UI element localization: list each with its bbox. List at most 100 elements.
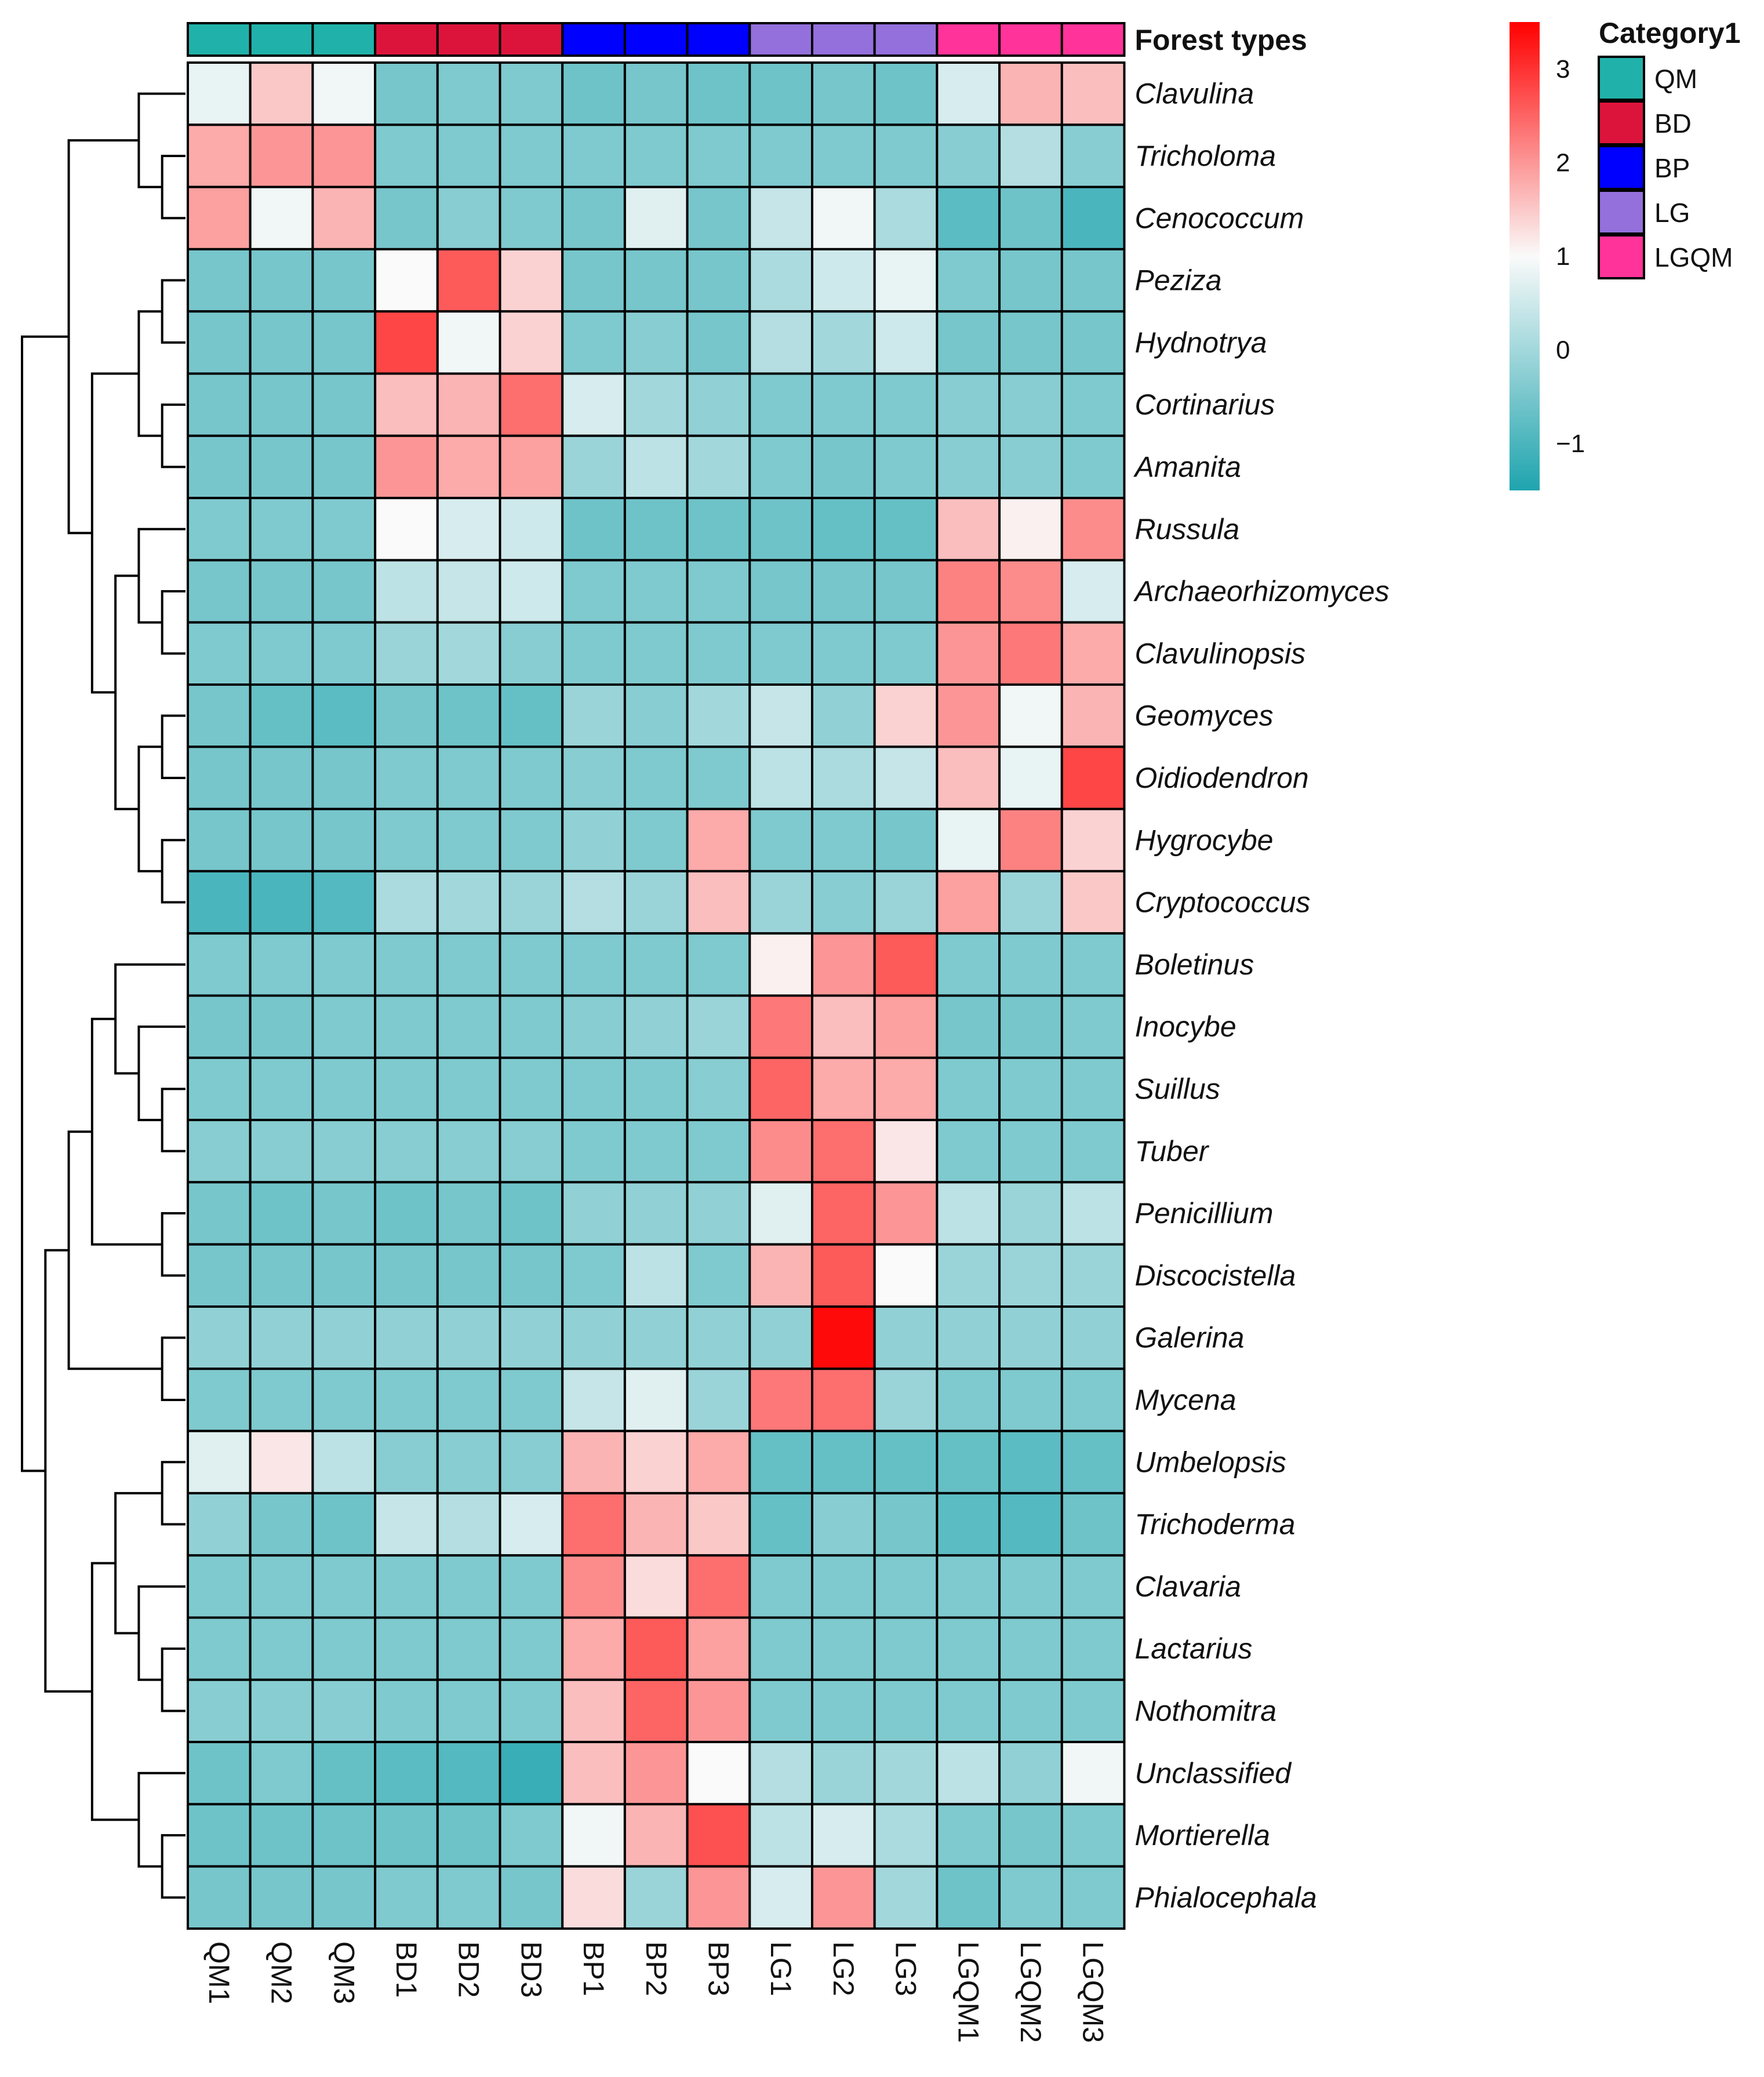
cell-cryptococcus-bp1 bbox=[561, 870, 626, 935]
row-label-umbelopsis: Umbelopsis bbox=[1135, 1446, 1286, 1478]
category-label-bp: BP bbox=[1654, 153, 1690, 183]
cell-amanita-bd1 bbox=[374, 434, 439, 500]
column-label-lgqm1: LGQM1 bbox=[952, 1941, 984, 2043]
row-label-mycena: Mycena bbox=[1135, 1384, 1236, 1416]
cell-amanita-lgqm3 bbox=[1060, 434, 1126, 500]
cell-mortierella-lg2 bbox=[811, 1803, 876, 1868]
cell-nothomitra-lgqm2 bbox=[998, 1678, 1063, 1744]
cell-clavulina-bd2 bbox=[436, 61, 501, 126]
row-label-clavaria: Clavaria bbox=[1135, 1570, 1241, 1603]
row-label-tuber: Tuber bbox=[1135, 1135, 1210, 1167]
cell-mortierella-lg3 bbox=[873, 1803, 939, 1868]
cell-lactarius-bp2 bbox=[623, 1616, 689, 1681]
cell-archaeorhizomyces-qm3 bbox=[311, 559, 377, 624]
cell-tuber-bp3 bbox=[686, 1119, 751, 1184]
cell-cortinarius-bp1 bbox=[561, 372, 626, 437]
cell-suillus-qm1 bbox=[187, 1056, 252, 1122]
dendrogram-branch-9 bbox=[137, 745, 162, 872]
cell-inocybe-lgqm1 bbox=[936, 994, 1001, 1059]
cell-discocistella-bd3 bbox=[499, 1243, 564, 1308]
cell-penicillium-lg1 bbox=[748, 1181, 814, 1246]
category-label-lgqm: LGQM bbox=[1654, 242, 1733, 272]
cell-cryptococcus-qm3 bbox=[311, 870, 377, 935]
cell-unclassified-qm3 bbox=[311, 1741, 377, 1806]
cell-clavulina-lg2 bbox=[811, 61, 876, 126]
cell-inocybe-bp2 bbox=[623, 994, 689, 1059]
cell-hygrocybe-lg1 bbox=[748, 807, 814, 872]
cell-discocistella-qm2 bbox=[249, 1243, 314, 1308]
cell-umbelopsis-bp3 bbox=[686, 1429, 751, 1494]
cell-mycena-bp1 bbox=[561, 1367, 626, 1432]
cell-suillus-qm2 bbox=[249, 1056, 314, 1122]
color-scale-bar bbox=[1510, 22, 1540, 490]
cell-hydnotrya-bp3 bbox=[686, 310, 751, 375]
cell-unclassified-bp2 bbox=[623, 1741, 689, 1806]
cell-inocybe-lgqm2 bbox=[998, 994, 1063, 1059]
row-label-phialocephala: Phialocephala bbox=[1135, 1881, 1317, 1914]
cell-amanita-lg2 bbox=[811, 434, 876, 500]
cell-unclassified-lgqm1 bbox=[936, 1741, 1001, 1806]
cell-peziza-lgqm3 bbox=[1060, 248, 1126, 313]
cell-unclassified-bd3 bbox=[499, 1741, 564, 1806]
cell-amanita-lgqm1 bbox=[936, 434, 1001, 500]
cell-geomyces-bp3 bbox=[686, 683, 751, 748]
cell-phialocephala-bp2 bbox=[623, 1865, 689, 1930]
cell-boletinus-bp1 bbox=[561, 932, 626, 997]
cell-lactarius-bp1 bbox=[561, 1616, 626, 1681]
category-swatch-bd bbox=[1598, 100, 1645, 146]
cell-clavulina-lgqm3 bbox=[1060, 61, 1126, 126]
cell-archaeorhizomyces-lg2 bbox=[811, 559, 876, 624]
cell-penicillium-lgqm1 bbox=[936, 1181, 1001, 1246]
cell-cryptococcus-bp3 bbox=[686, 870, 751, 935]
cell-nothomitra-qm2 bbox=[249, 1678, 314, 1744]
cell-geomyces-lgqm3 bbox=[1060, 683, 1126, 748]
cell-cryptococcus-lgqm2 bbox=[998, 870, 1063, 935]
cell-phialocephala-qm3 bbox=[311, 1865, 377, 1930]
cell-inocybe-lgqm3 bbox=[1060, 994, 1126, 1059]
cell-phialocephala-lg2 bbox=[811, 1865, 876, 1930]
cell-nothomitra-bp2 bbox=[623, 1678, 689, 1744]
cell-umbelopsis-qm3 bbox=[311, 1429, 377, 1494]
cell-boletinus-qm2 bbox=[249, 932, 314, 997]
cell-oidiodendron-bd3 bbox=[499, 745, 564, 810]
cell-galerina-bd1 bbox=[374, 1305, 439, 1370]
cell-mycena-lg1 bbox=[748, 1367, 814, 1432]
cell-clavulinopsis-bd1 bbox=[374, 621, 439, 686]
cell-tuber-bd1 bbox=[374, 1119, 439, 1184]
dendrogram-branch-10 bbox=[114, 574, 139, 810]
cell-trichoderma-qm3 bbox=[311, 1492, 377, 1557]
cell-galerina-lgqm2 bbox=[998, 1305, 1063, 1370]
cell-lactarius-bp3 bbox=[686, 1616, 751, 1681]
cell-galerina-lg1 bbox=[748, 1305, 814, 1370]
cell-oidiodendron-lg1 bbox=[748, 745, 814, 810]
cell-cenococcum-bp3 bbox=[686, 185, 751, 250]
cell-tuber-lgqm1 bbox=[936, 1119, 1001, 1184]
row-label-cenococcum: Cenococcum bbox=[1135, 202, 1304, 234]
cell-tuber-lg2 bbox=[811, 1119, 876, 1184]
cell-cryptococcus-qm1 bbox=[187, 870, 252, 935]
cell-archaeorhizomyces-qm1 bbox=[187, 559, 252, 624]
cell-cryptococcus-qm2 bbox=[249, 870, 314, 935]
category-legend: Category1 QM BD BP LG LGQM bbox=[1598, 17, 1741, 279]
cell-russula-bp3 bbox=[686, 497, 751, 562]
color-scale-tick-3: 0 bbox=[1556, 336, 1570, 365]
cell-phialocephala-qm2 bbox=[249, 1865, 314, 1930]
cell-cenococcum-lg1 bbox=[748, 185, 814, 250]
cell-tricholoma-lgqm2 bbox=[998, 123, 1063, 188]
row-label-hygrocybe: Hygrocybe bbox=[1135, 824, 1274, 856]
cell-clavaria-lg1 bbox=[748, 1554, 814, 1619]
cell-hydnotrya-qm1 bbox=[187, 310, 252, 375]
cell-discocistella-lg2 bbox=[811, 1243, 876, 1308]
cell-suillus-lgqm1 bbox=[936, 1056, 1001, 1122]
cell-penicillium-bd1 bbox=[374, 1181, 439, 1246]
cell-cryptococcus-lg2 bbox=[811, 870, 876, 935]
cell-hygrocybe-qm3 bbox=[311, 807, 377, 872]
cell-umbelopsis-qm1 bbox=[187, 1429, 252, 1494]
cell-hygrocybe-bp1 bbox=[561, 807, 626, 872]
row-label-archaeorhizomyces: Archaeorhizomyces bbox=[1133, 575, 1390, 608]
cell-peziza-bd2 bbox=[436, 248, 501, 313]
cell-boletinus-bp2 bbox=[623, 932, 689, 997]
cell-trichoderma-lg2 bbox=[811, 1492, 876, 1557]
annotation-cell-bp1 bbox=[561, 22, 626, 57]
